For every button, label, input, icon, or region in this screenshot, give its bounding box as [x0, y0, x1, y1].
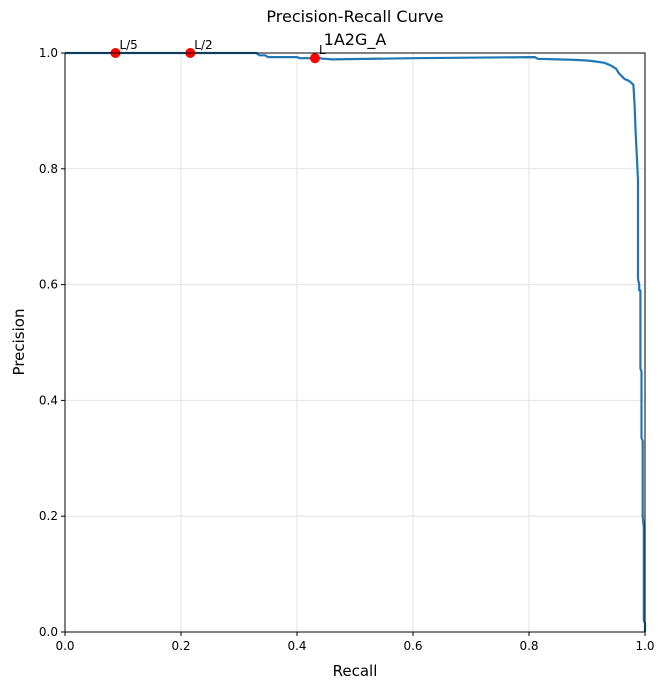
threshold-marker-label: L — [319, 43, 326, 57]
x-tick-label: 0.4 — [287, 639, 306, 653]
threshold-marker — [309, 53, 320, 64]
y-tick-label: 0.8 — [39, 162, 58, 176]
chart-subtitle: 1A2G_A — [324, 30, 387, 50]
y-tick-label: 0.2 — [39, 509, 58, 523]
y-tick-label: 1.0 — [39, 46, 58, 60]
threshold-marker-label: L/2 — [194, 38, 212, 52]
y-axis-label: Precision — [10, 309, 28, 376]
title-group: Precision-Recall Curve 1A2G_A — [266, 7, 443, 50]
grid — [64, 52, 646, 633]
x-tick-label: 0.2 — [171, 639, 190, 653]
pr-curve-line — [65, 51, 647, 632]
y-tick-label: 0.0 — [39, 625, 58, 639]
x-tick-label: 0.6 — [403, 639, 422, 653]
chart-title: Precision-Recall Curve — [266, 7, 443, 26]
plot-area: L/5 L/2 L — [65, 38, 647, 632]
threshold-marker-label: L/5 — [119, 38, 137, 52]
y-tick-label: 0.6 — [39, 278, 58, 292]
y-tick-label: 0.4 — [39, 393, 58, 407]
ticks: 0.0 0.2 0.4 0.6 0.8 1.0 0.0 0.2 0.4 0.6 0.8 1.0 — [39, 46, 655, 653]
x-tick-label: 0.8 — [519, 639, 538, 653]
x-tick-label: 1.0 — [635, 639, 654, 653]
x-axis-label: Recall — [333, 662, 378, 680]
x-tick-label: 0.0 — [55, 639, 74, 653]
plot-frame — [64, 52, 646, 633]
